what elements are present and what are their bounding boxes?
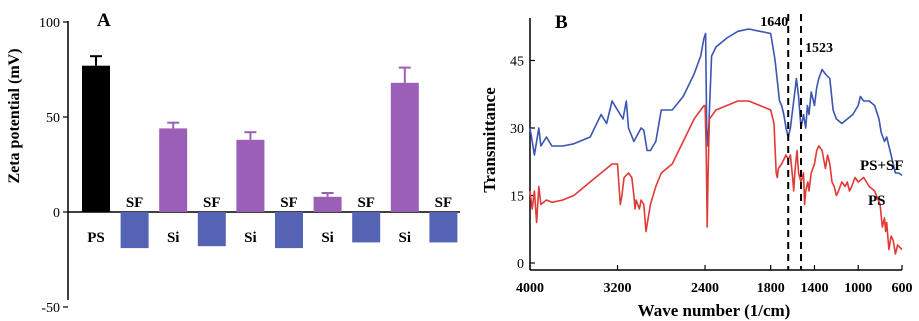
bar-sf	[120, 212, 149, 249]
bar-si	[390, 82, 419, 212]
panel-b-x-tick-label: 600	[892, 281, 913, 296]
annotation-label-1523: 1523	[805, 41, 833, 56]
series-label: PS	[868, 193, 886, 209]
panel-b-y-axis-label: Transmittance	[480, 87, 499, 193]
bar-sf	[429, 212, 458, 243]
panel-a-y-axis-label: Zeta potential (mV)	[6, 48, 23, 183]
panel-b-label: B	[555, 12, 568, 33]
panel-b-x-tick-label: 4000	[516, 281, 544, 296]
panel-b-y-tick-label: 15	[510, 190, 524, 205]
panel-a-y-tick-label: 100	[39, 16, 60, 31]
panel-b-y-tick-label: 30	[510, 122, 524, 137]
bar-si	[236, 139, 265, 212]
panel-a-category-label: SF	[435, 195, 453, 211]
panel-a-category-label: Si	[321, 230, 334, 246]
panel-a-category-label: SF	[126, 195, 144, 211]
series-line-ps	[529, 100, 903, 255]
panel-b-annotations: 1640 1523	[760, 14, 833, 270]
panel-a-category-label: PS	[87, 230, 105, 246]
panel-b-y-tick-label: 0	[517, 257, 524, 272]
bar-si	[159, 128, 188, 212]
annotation-label-1640: 1640	[760, 15, 788, 30]
panel-a-label: A	[97, 10, 111, 31]
panel-a-category-label: SF	[203, 195, 221, 211]
panel-b-x-tick-label: 1000	[844, 281, 872, 296]
bar-si	[313, 196, 342, 212]
panel-b-y-tick-label: 45	[510, 55, 524, 70]
panel-a-bars	[82, 55, 458, 249]
panel-b-axes: 0 15 30 45 4000 3200 2400 1800 1400 1000 600	[510, 18, 913, 296]
panel-b-x-axis-label: Wave number (1/cm)	[638, 301, 791, 320]
panel-a-category-label: Si	[244, 230, 257, 246]
bar-sf	[352, 212, 381, 243]
panel-b-line-chart: B Transmittance Wave number (1/cm) 0 15 30…	[480, 12, 913, 320]
panel-b-x-tick-label: 2400	[691, 281, 719, 296]
panel-a-category-label: SF	[280, 195, 298, 211]
panel-b-x-tick-label: 3200	[604, 281, 632, 296]
series-line-ps-sf	[529, 28, 903, 176]
panel-a-bar-chart: A Zeta potential (mV) 100 50 0 -50 PS SF Si SF…	[6, 10, 460, 316]
bar-sf	[275, 212, 303, 249]
panel-a-y-tick-label: -50	[41, 301, 60, 316]
panel-a-y-tick-label: 50	[46, 111, 60, 126]
panel-a-category-label: Si	[399, 230, 412, 246]
panel-a-category-label: Si	[167, 230, 180, 246]
panel-a-y-tick-label: 0	[53, 206, 60, 221]
panel-b-x-tick-label: 1400	[800, 281, 828, 296]
panel-a-category-labels: PS SF Si SF Si SF Si SF Si SF	[87, 195, 452, 246]
series-label: PS+SF	[860, 158, 904, 174]
panel-b-x-tick-label: 1800	[757, 281, 785, 296]
panel-b-series: PS+SF PS	[529, 28, 904, 255]
panel-a-category-label: SF	[357, 195, 375, 211]
bar-ps	[82, 65, 110, 212]
bar-sf	[197, 212, 226, 247]
